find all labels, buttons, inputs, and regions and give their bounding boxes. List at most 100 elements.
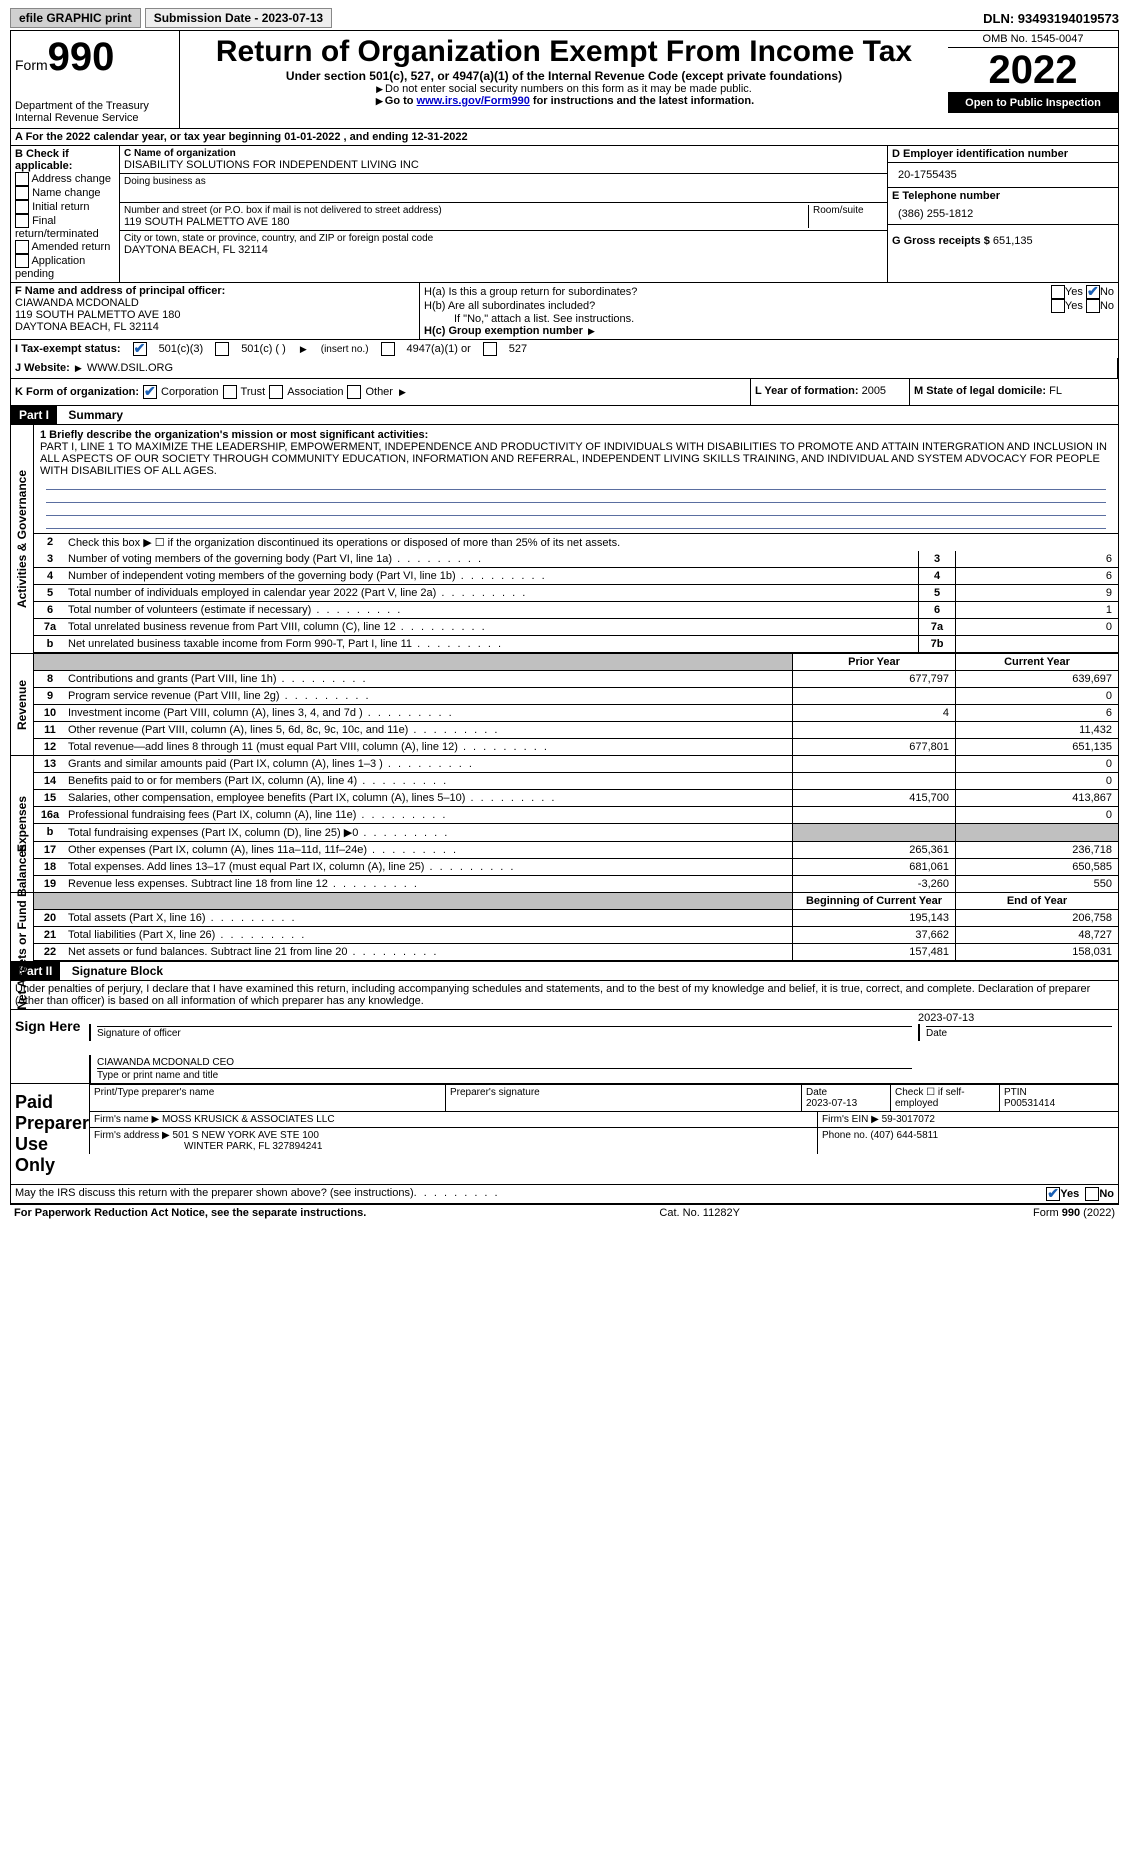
exp-desc-16a: Professional fundraising fees (Part IX, … xyxy=(66,807,792,823)
discuss-no: No xyxy=(1099,1188,1114,1200)
rev-curr-9: 0 xyxy=(955,688,1118,704)
dba-label: Doing business as xyxy=(124,176,206,200)
colb-opt-1: Name change xyxy=(32,187,101,199)
exp-curr-18: 650,585 xyxy=(955,859,1118,875)
form-number: 990 xyxy=(48,35,115,79)
form-label: Form xyxy=(15,57,48,73)
govval-3: 6 xyxy=(955,551,1118,567)
curr-year-hdr: Current Year xyxy=(955,654,1118,670)
tax-status-label: I Tax-exempt status: xyxy=(15,343,121,355)
part2-title: Signature Block xyxy=(64,962,171,980)
net-desc-22: Net assets or fund balances. Subtract li… xyxy=(66,944,792,960)
submission-date: Submission Date - 2023-07-13 xyxy=(145,8,332,28)
trust-cb[interactable] xyxy=(223,385,237,399)
corp-cb[interactable] xyxy=(143,385,157,399)
part1-header: Part I xyxy=(11,406,57,424)
tel-label: E Telephone number xyxy=(888,188,1118,204)
527-cb[interactable] xyxy=(483,342,497,356)
sign-date-value: 2023-07-13 xyxy=(918,1012,1118,1024)
efile-button[interactable]: efile GRAPHIC print xyxy=(10,8,141,28)
vtab-governance: Activities & Governance xyxy=(15,470,29,608)
suite-label: Room/suite xyxy=(808,205,883,228)
self-emp-label: Check ☐ if self-employed xyxy=(890,1084,999,1111)
hb-no-cb[interactable] xyxy=(1086,299,1100,313)
firm-phone-label: Phone no. xyxy=(822,1130,868,1141)
net-prior-20: 195,143 xyxy=(792,910,955,926)
tax-year: 2022 xyxy=(948,48,1118,93)
exp-prior-14 xyxy=(792,773,955,789)
website-value: WWW.DSIL.ORG xyxy=(87,362,173,374)
govval-6: 1 xyxy=(955,602,1118,618)
colb-opt-0: Address change xyxy=(31,173,111,185)
501c-label: 501(c) ( ) xyxy=(241,343,286,355)
exp-curr-13: 0 xyxy=(955,756,1118,772)
net-prior-21: 37,662 xyxy=(792,927,955,943)
beg-year-hdr: Beginning of Current Year xyxy=(792,893,955,909)
discuss-yes: Yes xyxy=(1060,1188,1079,1200)
officer-addr2: DAYTONA BEACH, FL 32114 xyxy=(15,321,415,333)
exp-desc-18: Total expenses. Add lines 13–17 (must eq… xyxy=(66,859,792,875)
website-label: J Website: xyxy=(15,362,70,374)
rev-desc-12: Total revenue—add lines 8 through 11 (mu… xyxy=(66,739,792,755)
colb-cb-1[interactable] xyxy=(15,186,29,200)
ha-yes-cb[interactable] xyxy=(1051,285,1065,299)
other-cb[interactable] xyxy=(347,385,361,399)
govval-4: 6 xyxy=(955,568,1118,584)
irs-link[interactable]: www.irs.gov/Form990 xyxy=(417,95,530,107)
assoc-cb[interactable] xyxy=(269,385,283,399)
perjury-declaration: Under penalties of perjury, I declare th… xyxy=(11,981,1118,1009)
prep-date-value: 2023-07-13 xyxy=(806,1098,857,1109)
ha-no-cb[interactable] xyxy=(1086,285,1100,299)
goto-pre: Go to xyxy=(385,95,417,107)
c-name-label: C Name of organization xyxy=(124,148,883,159)
discuss-yes-cb[interactable] xyxy=(1046,1187,1060,1201)
501c3-cb[interactable] xyxy=(133,342,147,356)
exp-curr-17: 236,718 xyxy=(955,842,1118,858)
colb-cb-0[interactable] xyxy=(15,172,29,186)
rev-prior-12: 677,801 xyxy=(792,739,955,755)
dept-irs: Internal Revenue Service xyxy=(15,112,175,124)
gross-value: 651,135 xyxy=(993,235,1033,247)
open-public: Open to Public Inspection xyxy=(948,93,1118,113)
govval-5: 9 xyxy=(955,585,1118,601)
exp-desc-19: Revenue less expenses. Subtract line 18 … xyxy=(66,876,792,892)
colb-cb-4[interactable] xyxy=(15,240,29,254)
city-label: City or town, state or province, country… xyxy=(124,233,883,244)
4947-cb[interactable] xyxy=(381,342,395,356)
exp-prior-19: -3,260 xyxy=(792,876,955,892)
hb-label: H(b) Are all subordinates included? xyxy=(424,300,1047,312)
other-label: Other xyxy=(365,386,393,398)
exp-desc-15: Salaries, other compensation, employee b… xyxy=(66,790,792,806)
end-year-hdr: End of Year xyxy=(955,893,1118,909)
discuss-no-cb[interactable] xyxy=(1085,1187,1099,1201)
colb-cb-3[interactable] xyxy=(15,214,29,228)
4947-label: 4947(a)(1) or xyxy=(407,343,471,355)
yes-label2: Yes xyxy=(1065,300,1083,312)
firm-phone-value: (407) 644-5811 xyxy=(870,1130,938,1141)
state-dom-label: M State of legal domicile: xyxy=(914,385,1046,397)
omb-number: OMB No. 1545-0047 xyxy=(948,31,1118,48)
firm-name-value: MOSS KRUSICK & ASSOCIATES LLC xyxy=(162,1114,335,1125)
colb-cb-5[interactable] xyxy=(15,254,29,268)
501c-cb[interactable] xyxy=(215,342,229,356)
prep-date-label: Date xyxy=(806,1087,827,1098)
yes-label: Yes xyxy=(1065,286,1083,298)
rev-desc-9: Program service revenue (Part VIII, line… xyxy=(66,688,792,704)
exp-curr-16a: 0 xyxy=(955,807,1118,823)
colb-cb-2[interactable] xyxy=(15,200,29,214)
exp-desc-17: Other expenses (Part IX, column (A), lin… xyxy=(66,842,792,858)
exp-curr-14: 0 xyxy=(955,773,1118,789)
govval-b xyxy=(955,636,1118,652)
cat-number: Cat. No. 11282Y xyxy=(659,1207,740,1219)
hb-yes-cb[interactable] xyxy=(1051,299,1065,313)
form-subtitle: Under section 501(c), 527, or 4947(a)(1)… xyxy=(184,69,944,83)
527-label: 527 xyxy=(509,343,527,355)
firm-addr2: WINTER PARK, FL 327894241 xyxy=(184,1141,322,1152)
org-address: 119 SOUTH PALMETTO AVE 180 xyxy=(124,216,808,228)
org-name: DISABILITY SOLUTIONS FOR INDEPENDENT LIV… xyxy=(124,159,883,171)
exp-prior-17: 265,361 xyxy=(792,842,955,858)
govline-4: Number of independent voting members of … xyxy=(66,568,918,584)
exp-desc-14: Benefits paid to or for members (Part IX… xyxy=(66,773,792,789)
net-curr-22: 158,031 xyxy=(955,944,1118,960)
officer-label: F Name and address of principal officer: xyxy=(15,285,415,297)
